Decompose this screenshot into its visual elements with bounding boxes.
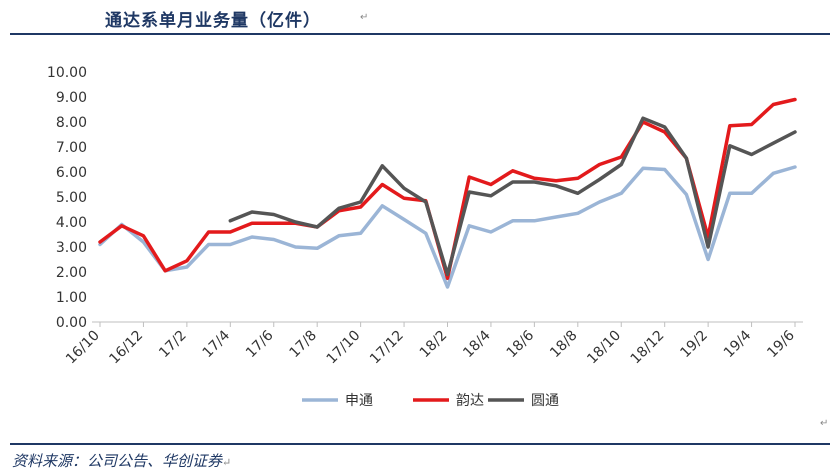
chart-title: 通达系单月业务量（亿件） — [105, 11, 321, 31]
x-tick-label: 17/12 — [367, 328, 407, 368]
x-tick-label: 18/4 — [460, 327, 494, 361]
title-divider — [10, 33, 830, 35]
line-chart: 0.00 1.00 2.00 3.00 4.00 5.00 6.00 7.00 8.00 9.00… — [47, 65, 803, 409]
source-text: 资料来源：公司公告、华创证券 — [12, 452, 223, 470]
series-lines — [98, 97, 797, 289]
y-tick-label: 9.00 — [56, 90, 87, 106]
paragraph-mark: ↵ — [360, 12, 369, 23]
y-tick-label: 5.00 — [56, 190, 87, 206]
paragraph-mark: ↵ — [820, 418, 829, 429]
x-tick-label: 18/12 — [628, 328, 668, 368]
y-tick-label: 0.00 — [56, 315, 87, 331]
x-tick-label: 17/8 — [286, 328, 320, 362]
y-tick-label: 10.00 — [47, 65, 87, 81]
y-tick-label: 2.00 — [56, 265, 87, 281]
y-tick-label: 3.00 — [56, 240, 87, 256]
x-tick-label: 17/10 — [324, 328, 364, 368]
x-tick-label: 19/6 — [764, 327, 798, 361]
x-tick-label: 18/6 — [504, 327, 538, 361]
x-tick-label: 17/6 — [243, 327, 277, 361]
y-tick-label: 6.00 — [56, 165, 87, 181]
series-line-申通 — [98, 165, 797, 289]
series-line-圆通 — [228, 116, 797, 277]
x-tick-label: 18/2 — [417, 328, 451, 362]
source-divider — [10, 443, 830, 445]
y-tick-label: 7.00 — [56, 140, 87, 156]
chart-legend: 申通 韵达 圆通 — [302, 393, 559, 409]
y-tick-label: 1.00 — [56, 290, 87, 306]
paragraph-mark: ↵ — [222, 456, 232, 469]
y-axis-ticks: 0.00 1.00 2.00 3.00 4.00 5.00 6.00 7.00 8.00 9.00… — [47, 65, 87, 331]
legend-label: 韵达 — [456, 393, 484, 409]
source-note: 资料来源：公司公告、华创证券↵ — [12, 450, 231, 471]
x-tick-label: 18/10 — [584, 328, 624, 368]
legend-label: 圆通 — [531, 393, 559, 409]
x-tick-label: 16/12 — [106, 328, 146, 368]
y-tick-label: 4.00 — [56, 215, 87, 231]
legend-label: 申通 — [345, 393, 373, 409]
x-tick-label: 19/2 — [677, 328, 711, 362]
x-tick-label: 18/8 — [547, 328, 581, 362]
x-axis-ticks: 16/10 16/12 17/2 17/4 17/6 17/8 17/10 17/12 18/2… — [63, 327, 798, 367]
x-tick-label: 17/4 — [200, 327, 234, 361]
x-tick-label: 16/10 — [63, 328, 103, 368]
x-tick-label: 17/2 — [156, 328, 190, 362]
chart-axes — [92, 321, 803, 327]
y-tick-label: 8.00 — [56, 115, 87, 131]
x-tick-label: 19/4 — [721, 327, 755, 361]
